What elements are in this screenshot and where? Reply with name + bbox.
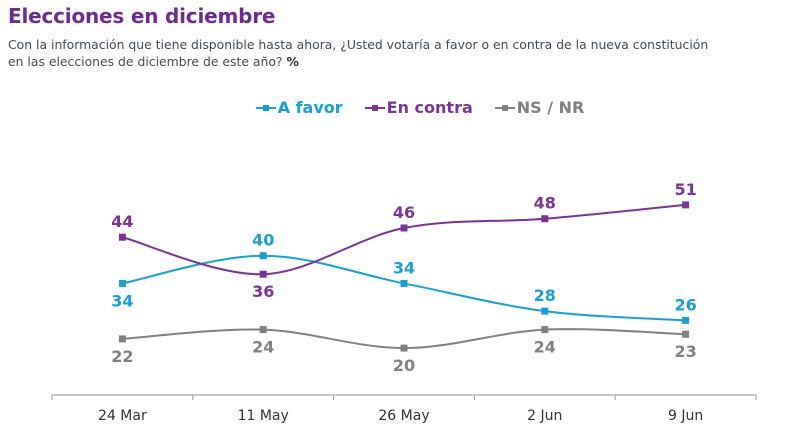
data-label-ns-nr: 23 bbox=[674, 342, 696, 361]
chart-legend: A favor En contra NS / NR bbox=[0, 98, 800, 117]
legend-label-ns-nr: NS / NR bbox=[516, 98, 585, 117]
data-point-a-favor bbox=[400, 279, 408, 287]
legend-label-a-favor: A favor bbox=[277, 98, 343, 117]
data-point-en-contra bbox=[682, 201, 690, 209]
data-point-ns-nr bbox=[400, 344, 408, 352]
data-label-ns-nr: 20 bbox=[393, 356, 415, 375]
data-label-en-contra: 44 bbox=[111, 212, 133, 231]
data-label-ns-nr: 24 bbox=[534, 338, 556, 357]
x-tick-label: 9 Jun bbox=[668, 408, 703, 424]
data-label-a-favor: 28 bbox=[534, 286, 556, 305]
data-label-en-contra: 51 bbox=[674, 180, 696, 199]
legend-item-en-contra[interactable]: En contra bbox=[364, 98, 473, 117]
x-tick-label: 26 May bbox=[378, 408, 429, 424]
data-point-a-favor bbox=[259, 252, 267, 260]
legend-marker-en-contra-icon bbox=[364, 104, 385, 111]
data-label-a-favor: 40 bbox=[252, 231, 274, 250]
data-label-ns-nr: 22 bbox=[111, 347, 133, 366]
legend-label-en-contra: En contra bbox=[386, 98, 473, 117]
data-point-en-contra bbox=[541, 215, 549, 223]
subtitle-line-1: Con la información que tiene disponible … bbox=[8, 37, 709, 52]
data-point-en-contra bbox=[118, 233, 126, 241]
subtitle-unit: % bbox=[286, 54, 299, 69]
data-point-ns-nr bbox=[118, 335, 126, 343]
x-tick-label: 2 Jun bbox=[527, 408, 562, 424]
data-point-a-favor bbox=[682, 316, 690, 324]
data-point-en-contra bbox=[400, 224, 408, 232]
data-label-a-favor: 26 bbox=[674, 295, 696, 314]
data-label-ns-nr: 24 bbox=[252, 338, 274, 357]
data-label-en-contra: 48 bbox=[534, 194, 556, 213]
legend-item-ns-nr[interactable]: NS / NR bbox=[494, 98, 585, 117]
subtitle-line-2: en las elecciones de diciembre de este a… bbox=[8, 54, 283, 69]
data-point-ns-nr bbox=[682, 330, 690, 338]
legend-item-a-favor[interactable]: A favor bbox=[255, 98, 343, 117]
data-point-a-favor bbox=[118, 279, 126, 287]
series-markers bbox=[118, 201, 690, 352]
x-axis: 24 Mar 11 May 26 May 2 Jun 9 Jun bbox=[51, 394, 757, 424]
data-label-en-contra: 46 bbox=[393, 203, 415, 222]
chart-subtitle: Con la información que tiene disponible … bbox=[8, 36, 798, 70]
data-label-a-favor: 34 bbox=[393, 258, 415, 277]
legend-marker-a-favor-icon bbox=[255, 104, 276, 111]
data-point-a-favor bbox=[541, 307, 549, 315]
data-point-ns-nr bbox=[259, 326, 267, 334]
x-tick-label: 11 May bbox=[238, 408, 289, 424]
data-label-a-favor: 34 bbox=[111, 291, 133, 310]
data-point-en-contra bbox=[259, 270, 267, 278]
chart-title: Elecciones en diciembre bbox=[8, 4, 276, 28]
data-label-en-contra: 36 bbox=[252, 282, 274, 301]
legend-marker-ns-nr-icon bbox=[494, 104, 515, 111]
data-labels: 22 24 20 24 23 34 40 34 28 26 44 36 46 48 51 bbox=[111, 180, 696, 375]
data-point-ns-nr bbox=[541, 326, 549, 334]
x-tick-label: 24 Mar bbox=[98, 408, 147, 424]
